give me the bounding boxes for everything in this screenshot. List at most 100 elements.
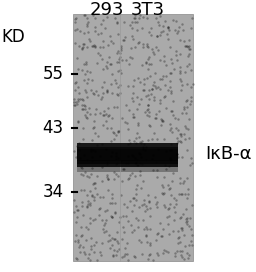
Point xyxy=(175,136,179,141)
Point xyxy=(168,127,172,132)
Point xyxy=(182,257,186,262)
Point xyxy=(153,84,157,88)
Point xyxy=(102,113,106,117)
Point xyxy=(103,221,108,225)
Point xyxy=(91,218,95,222)
Point xyxy=(97,213,101,217)
Point xyxy=(103,209,107,214)
Point xyxy=(144,225,148,230)
Point xyxy=(75,144,79,148)
Point xyxy=(82,103,87,107)
Point xyxy=(90,159,94,163)
Point xyxy=(74,256,78,260)
Point xyxy=(155,232,159,236)
Point xyxy=(87,175,91,179)
Point xyxy=(154,200,158,205)
Point xyxy=(162,175,166,179)
Point xyxy=(151,258,155,262)
Point xyxy=(89,247,93,252)
Point xyxy=(140,26,144,30)
Point xyxy=(148,206,153,210)
Point xyxy=(117,60,121,64)
Point xyxy=(174,49,178,53)
Point xyxy=(169,89,173,94)
Point xyxy=(116,85,120,89)
Point xyxy=(134,161,138,165)
Point xyxy=(141,178,145,183)
Point xyxy=(118,214,122,219)
Point xyxy=(83,72,88,76)
Point xyxy=(147,110,151,115)
Point xyxy=(179,248,184,253)
Point xyxy=(179,191,184,196)
Point xyxy=(109,138,113,143)
Point xyxy=(81,107,85,111)
Point xyxy=(157,109,161,114)
Point xyxy=(122,254,126,258)
Point xyxy=(178,52,182,56)
Point xyxy=(171,228,175,233)
Point xyxy=(168,156,172,160)
Point xyxy=(184,217,188,221)
Point xyxy=(178,180,182,185)
Point xyxy=(131,153,135,158)
Point xyxy=(93,181,97,186)
Point xyxy=(137,40,141,44)
Point xyxy=(168,158,172,162)
Point xyxy=(159,117,163,121)
Point xyxy=(126,177,130,181)
Point xyxy=(108,201,112,205)
Point xyxy=(166,183,170,188)
Point xyxy=(172,67,176,71)
Point xyxy=(172,18,176,23)
Point xyxy=(168,71,173,76)
Point xyxy=(177,24,181,29)
Point xyxy=(89,149,93,154)
Point xyxy=(161,251,165,255)
Point xyxy=(102,229,106,234)
Point xyxy=(179,215,183,219)
Point xyxy=(99,253,103,258)
Point xyxy=(79,224,83,229)
Point xyxy=(98,53,102,57)
Point xyxy=(85,193,89,197)
Point xyxy=(109,154,113,158)
Point xyxy=(187,243,191,247)
Point xyxy=(179,192,183,196)
Point xyxy=(92,250,96,254)
Text: 55: 55 xyxy=(43,64,64,82)
Point xyxy=(138,161,142,165)
Point xyxy=(114,172,118,176)
Point xyxy=(100,18,104,22)
Point xyxy=(86,199,90,203)
Point xyxy=(113,78,117,82)
Point xyxy=(112,170,116,174)
Point xyxy=(90,194,94,198)
Point xyxy=(104,119,108,123)
Text: 34: 34 xyxy=(43,183,64,200)
Point xyxy=(135,131,139,135)
Point xyxy=(75,215,79,220)
Point xyxy=(185,216,189,220)
Point xyxy=(165,32,169,36)
Point xyxy=(88,216,92,220)
Point xyxy=(136,121,140,125)
Point xyxy=(186,54,190,58)
Point xyxy=(72,97,76,101)
Point xyxy=(111,41,115,45)
Point xyxy=(127,108,131,112)
Point xyxy=(74,100,78,105)
Point xyxy=(144,239,148,244)
Point xyxy=(185,82,189,86)
Point xyxy=(117,57,121,61)
Point xyxy=(88,203,92,207)
Point xyxy=(133,15,137,20)
Point xyxy=(127,138,131,142)
Point xyxy=(93,186,98,190)
Point xyxy=(101,195,105,199)
Point xyxy=(113,211,117,215)
Point xyxy=(106,177,110,181)
Point xyxy=(156,85,161,89)
Point xyxy=(189,85,193,89)
Point xyxy=(162,248,166,252)
